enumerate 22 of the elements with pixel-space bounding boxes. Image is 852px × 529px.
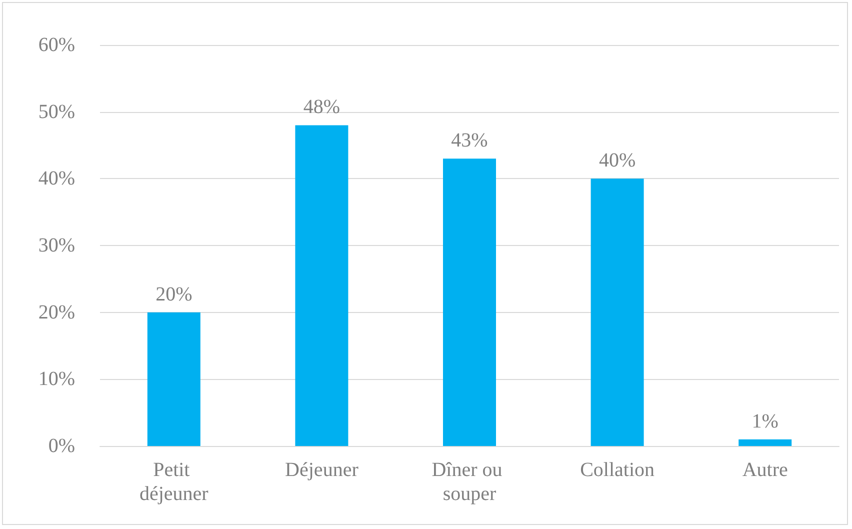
- y-tick-label: 0%: [48, 435, 75, 457]
- x-tick-label: Dîner ou souper: [432, 459, 508, 505]
- bar: [590, 178, 644, 446]
- y-tick-label: 20%: [38, 301, 75, 324]
- y-tick-label: 30%: [38, 234, 75, 256]
- data-label: 43%: [451, 130, 488, 152]
- bar: [738, 439, 792, 446]
- x-tick-label: Autre: [742, 459, 788, 481]
- data-label: 20%: [156, 283, 192, 306]
- y-tick-label: 50%: [38, 100, 75, 123]
- bar: [443, 158, 496, 446]
- x-tick-label: Déjeuner: [285, 459, 359, 481]
- x-tick-label: Collation: [580, 459, 655, 481]
- data-label: 48%: [303, 96, 340, 118]
- bar: [295, 125, 348, 446]
- y-tick-label: 10%: [38, 368, 75, 390]
- bar: [147, 312, 200, 446]
- y-tick-label: 60%: [38, 34, 75, 56]
- data-label: 40%: [598, 150, 636, 172]
- y-tick-label: 40%: [38, 168, 75, 190]
- x-tick-label: Petit déjeuner: [139, 459, 209, 505]
- data-label: 1%: [752, 410, 778, 432]
